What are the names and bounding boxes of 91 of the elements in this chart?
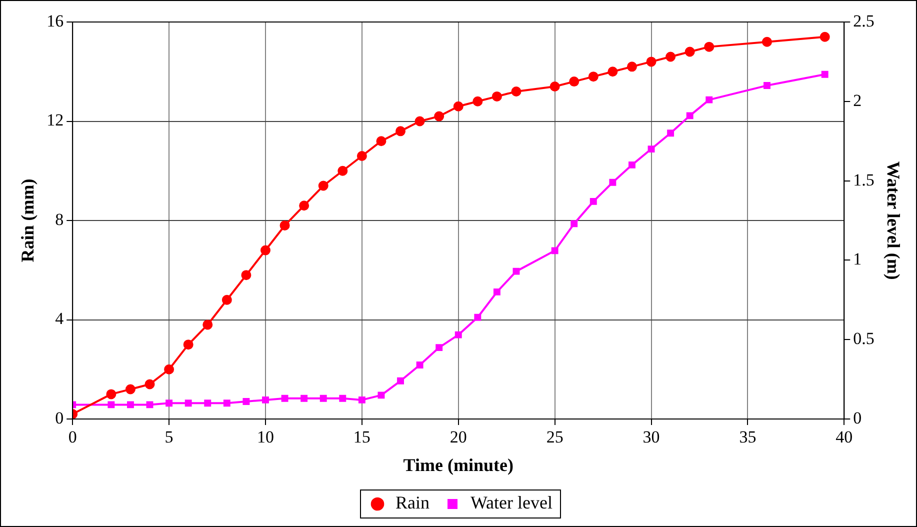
- point: [684, 46, 695, 57]
- point: [628, 161, 636, 168]
- y-tick-label: 16: [46, 11, 64, 30]
- y2-axis-title: Water level (m): [884, 161, 904, 280]
- x-tick-label: 40: [836, 428, 853, 447]
- point: [436, 344, 443, 352]
- point: [106, 389, 116, 400]
- y2-tick-label: 1.5: [853, 170, 874, 190]
- y2-tick-label: 0.5: [853, 329, 874, 348]
- point: [550, 82, 560, 92]
- x-tick-label: 5: [164, 428, 174, 447]
- x-tick-label: 15: [353, 428, 370, 447]
- point: [202, 320, 213, 330]
- point: [667, 130, 674, 137]
- point: [472, 96, 483, 106]
- y-tick-label: 8: [55, 210, 64, 229]
- point: [222, 294, 232, 305]
- point: [648, 146, 655, 153]
- point: [223, 400, 230, 407]
- point: [358, 396, 366, 404]
- point: [339, 394, 346, 402]
- point: [588, 72, 598, 82]
- x-axis-title: Time (minute): [403, 454, 514, 475]
- point: [414, 116, 425, 126]
- point: [318, 180, 328, 191]
- point: [551, 247, 558, 254]
- point: [126, 401, 134, 408]
- point: [416, 362, 424, 368]
- point: [821, 70, 828, 78]
- point: [241, 270, 252, 280]
- y2-tick-label: 1: [853, 250, 862, 269]
- legend-label: Rain: [396, 492, 430, 513]
- x-tick-label: 35: [739, 428, 756, 447]
- legend-label: Water level: [470, 492, 553, 513]
- point: [396, 126, 406, 136]
- y-axis-title: Rain (mm): [17, 178, 38, 262]
- point: [512, 268, 520, 275]
- point: [300, 394, 308, 402]
- point: [666, 52, 676, 62]
- point: [569, 76, 580, 87]
- point: [184, 400, 192, 407]
- y2-tick-label: 2: [853, 90, 862, 110]
- point: [281, 394, 288, 402]
- point: [164, 364, 174, 374]
- point: [454, 331, 462, 338]
- point: [108, 401, 115, 408]
- point: [280, 220, 290, 230]
- point: [608, 66, 618, 77]
- point: [356, 150, 367, 161]
- point: [762, 36, 772, 47]
- point: [242, 398, 250, 406]
- point: [704, 42, 714, 52]
- point: [397, 377, 404, 384]
- point: [511, 86, 522, 96]
- x-tick-label: 10: [256, 428, 274, 447]
- point: [260, 245, 270, 256]
- point: [570, 220, 578, 228]
- point: [820, 32, 830, 42]
- y-tick-label: 0: [55, 408, 64, 428]
- point: [146, 401, 154, 408]
- point: [320, 394, 327, 402]
- point: [590, 198, 597, 205]
- point: [262, 396, 269, 404]
- point: [338, 166, 348, 176]
- point: [166, 400, 173, 407]
- point: [434, 111, 444, 122]
- x-tick-label: 0: [68, 428, 77, 447]
- point: [492, 91, 502, 102]
- point: [686, 112, 694, 120]
- point: [144, 379, 155, 390]
- point: [493, 288, 500, 296]
- point: [706, 96, 713, 104]
- point: [453, 101, 464, 112]
- x-tick-label: 20: [450, 428, 467, 447]
- point: [204, 400, 212, 407]
- point: [125, 384, 136, 394]
- x-tick-label: 25: [546, 428, 564, 447]
- point: [376, 136, 386, 146]
- point: [609, 178, 616, 186]
- y-tick-label: 12: [46, 110, 64, 130]
- point: [183, 340, 194, 350]
- x-tick-label: 30: [642, 428, 660, 447]
- point: [646, 56, 656, 67]
- y-tick-label: 4: [55, 309, 64, 328]
- y2-tick-label: 2.5: [853, 11, 874, 30]
- point: [764, 82, 770, 89]
- point: [299, 200, 310, 211]
- point: [378, 392, 385, 399]
- point: [626, 62, 637, 72]
- y2-tick-label: 0: [853, 408, 862, 428]
- point: [474, 314, 482, 321]
